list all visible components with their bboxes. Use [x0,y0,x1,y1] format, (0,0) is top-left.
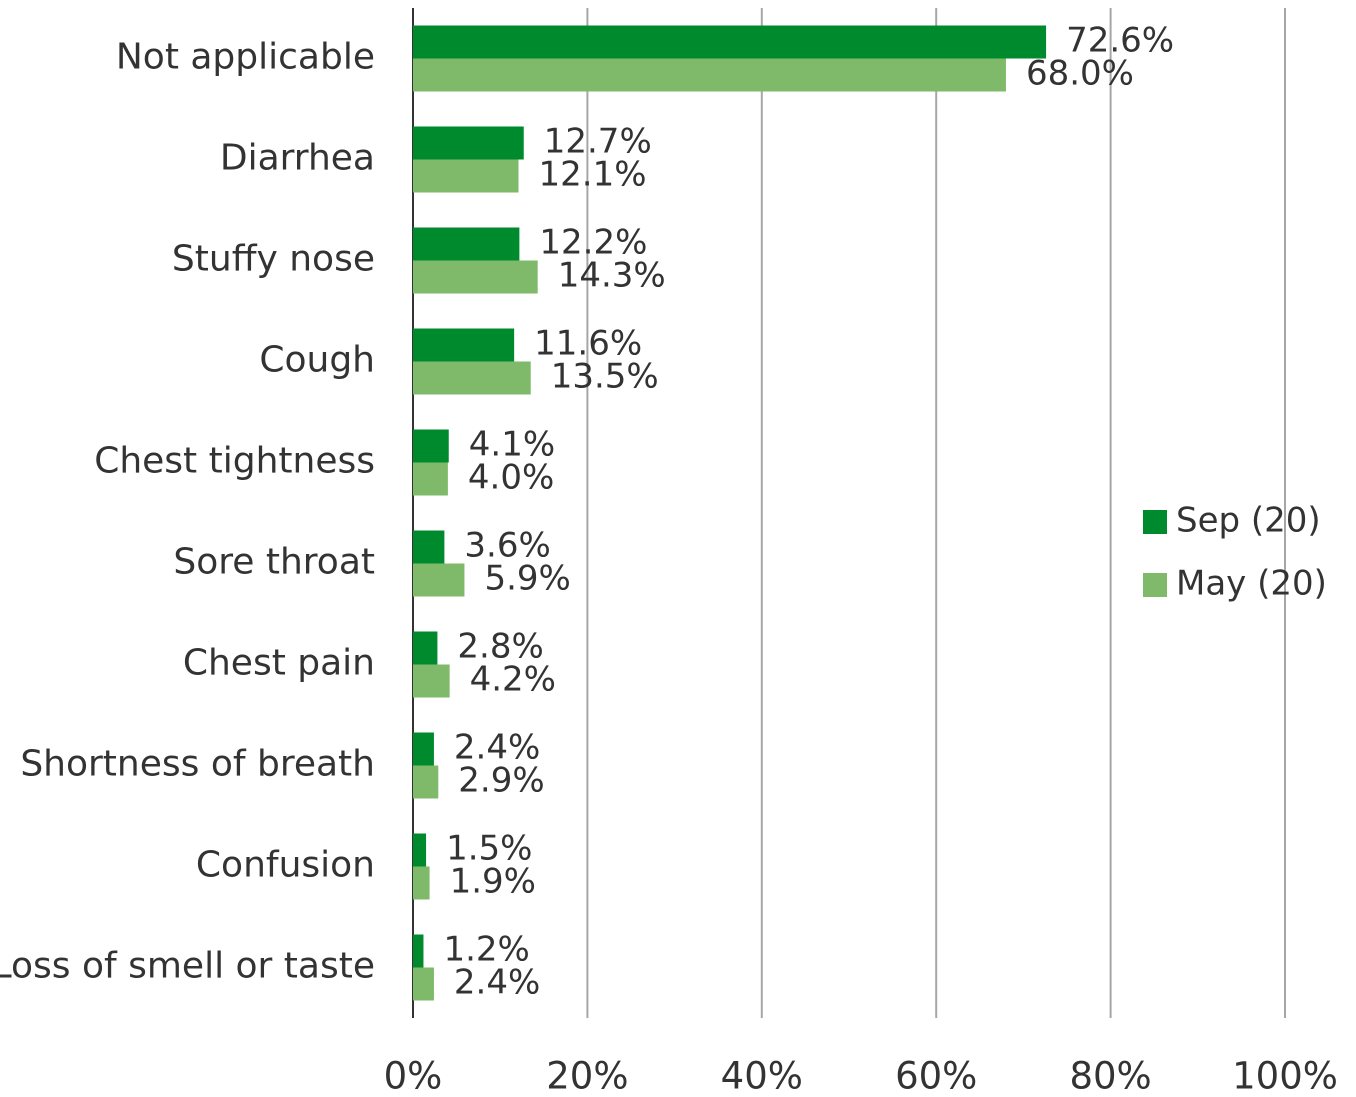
value-label: 14.3% [558,256,666,296]
bar [413,967,434,1001]
category-label: Chest pain [183,643,375,684]
value-label: 2.8% [457,627,543,667]
bar [413,530,445,564]
value-label: 12.1% [539,155,647,195]
value-label: 4.2% [470,660,556,700]
bar [413,462,448,496]
legend-label: May (20) [1176,564,1327,604]
bar [413,126,524,160]
bar [413,25,1047,59]
value-label: 2.4% [454,963,540,1003]
category-label: Diarrhea [220,138,375,179]
legend-swatch [1143,573,1167,597]
value-label: 5.9% [484,559,570,599]
bar [413,732,434,766]
value-label: 12.7% [544,122,652,162]
category-label: Loss of smell or taste [0,946,375,987]
category-label: Sore throat [173,542,375,583]
category-label: Not applicable [116,37,375,78]
x-tick-label: 100% [1232,1055,1338,1097]
bar [413,429,449,463]
category-label: Cough [259,340,375,381]
legend-swatch [1143,510,1167,534]
bar [413,765,439,799]
bar [413,833,427,867]
bar [413,664,450,698]
value-label: 2.9% [458,761,544,801]
x-tick-label: 40% [721,1055,803,1097]
value-label: 4.1% [469,425,555,465]
bar [413,227,520,261]
bar [413,328,515,362]
value-label: 1.5% [446,829,532,869]
bar [413,260,538,294]
bar [413,58,1006,92]
x-tick-label: 0% [384,1055,443,1097]
bar [413,934,424,968]
bar [413,866,430,900]
bar [413,361,531,395]
value-label: 68.0% [1026,54,1134,94]
category-label: Confusion [196,845,375,886]
bar [413,631,438,665]
value-label: 1.9% [450,862,536,902]
category-label: Shortness of breath [20,744,375,785]
value-label: 11.6% [534,324,642,364]
value-label: 1.2% [443,930,529,970]
value-label: 12.2% [539,223,647,263]
legend-label: Sep (20) [1176,501,1321,541]
category-label: Chest tightness [94,441,375,482]
value-label: 4.0% [468,458,554,498]
bar [413,159,519,193]
value-label: 13.5% [551,357,659,397]
value-label: 3.6% [464,526,550,566]
value-label: 72.6% [1066,21,1174,61]
x-tick-label: 80% [1069,1055,1151,1097]
bar [413,563,465,597]
category-label: Stuffy nose [172,239,375,280]
x-tick-label: 20% [546,1055,628,1097]
value-label: 2.4% [454,728,540,768]
x-tick-label: 60% [895,1055,977,1097]
